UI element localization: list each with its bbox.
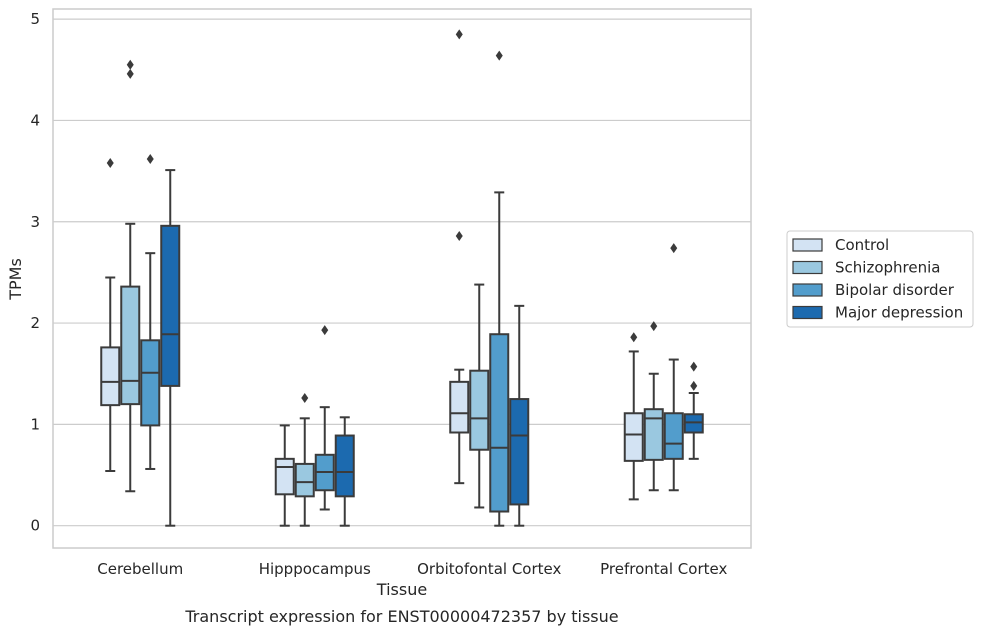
- legend-label: Control: [835, 236, 889, 254]
- outlier-point: [650, 321, 658, 332]
- box-iqr: [334, 434, 355, 498]
- legend-label: Bipolar disorder: [835, 281, 955, 299]
- box-group: [314, 325, 335, 511]
- legend-label: Schizophrenia: [835, 259, 940, 277]
- y-tick-label: 3: [30, 213, 40, 231]
- box-group: [274, 424, 295, 527]
- box-iqr: [160, 224, 181, 387]
- y-tick-label: 2: [30, 314, 40, 332]
- y-axis-title: TPMs: [6, 258, 25, 301]
- y-tick-labels: 0 1 2 3 4 5: [30, 10, 40, 535]
- y-tick-label: 0: [30, 517, 40, 535]
- box-iqr: [509, 398, 530, 506]
- x-tick-label: Prefrontal Cortex: [600, 560, 727, 578]
- box-group: [623, 332, 644, 501]
- box-iqr: [489, 333, 510, 513]
- box-iqr: [683, 413, 704, 434]
- y-tick-label: 5: [30, 10, 40, 28]
- box-group: [294, 393, 315, 527]
- box-iqr: [663, 412, 684, 460]
- legend-swatch: [792, 260, 823, 275]
- outlier-point: [670, 243, 678, 254]
- x-tick-label: Orbitofontal Cortex: [417, 560, 561, 578]
- plot-area: [53, 9, 751, 548]
- box-group: [489, 50, 510, 527]
- box-iqr: [100, 346, 121, 407]
- y-tick-label: 1: [30, 415, 40, 433]
- box-series: [100, 29, 704, 527]
- x-tick-labels: Cerebellum Hipppocampus Orbitofontal Corte…: [97, 560, 727, 578]
- box-group: [100, 158, 121, 472]
- legend-swatch: [792, 305, 823, 320]
- box-iqr: [294, 462, 315, 498]
- box-group: [663, 243, 684, 492]
- legend-swatch: [792, 283, 823, 297]
- x-tick-label: Cerebellum: [97, 560, 183, 578]
- x-tick-label: Hipppocampus: [259, 560, 371, 578]
- box-iqr: [274, 457, 295, 496]
- box-iqr: [469, 369, 490, 451]
- box-group: [509, 304, 530, 527]
- outlier-point: [146, 153, 154, 164]
- outlier-point: [321, 325, 329, 336]
- box-group: [120, 59, 141, 493]
- box-group: [683, 361, 704, 460]
- outlier-point: [126, 68, 134, 79]
- box-group: [643, 321, 664, 492]
- outlier-point: [630, 332, 638, 343]
- y-tick-label: 4: [30, 111, 40, 129]
- box-iqr: [623, 412, 644, 462]
- box-group: [449, 29, 470, 485]
- legend: Control Schizophrenia Bipolar disorder Majo…: [786, 230, 974, 328]
- box-group: [469, 283, 490, 509]
- outlier-point: [495, 50, 503, 61]
- box-iqr: [643, 408, 664, 461]
- box-group: [140, 153, 161, 470]
- legend-swatch: [792, 238, 823, 252]
- box-iqr: [140, 339, 161, 427]
- outlier-point: [126, 59, 134, 70]
- box-iqr: [449, 380, 470, 434]
- plot-frame: [52, 8, 752, 549]
- outlier-point: [690, 380, 698, 391]
- box-group: [334, 416, 355, 527]
- outlier-point: [301, 393, 309, 404]
- legend-frame: [786, 230, 974, 328]
- box-group: [160, 169, 181, 527]
- chart-caption: Transcript expression for ENST0000047235…: [184, 607, 618, 626]
- outlier-point: [106, 158, 114, 168]
- outlier-point: [455, 230, 463, 241]
- x-axis-title: Tissue: [376, 580, 427, 599]
- legend-label: Major depression: [835, 304, 963, 322]
- outlier-point: [690, 361, 698, 372]
- box-iqr: [120, 285, 141, 406]
- outlier-point: [455, 29, 463, 40]
